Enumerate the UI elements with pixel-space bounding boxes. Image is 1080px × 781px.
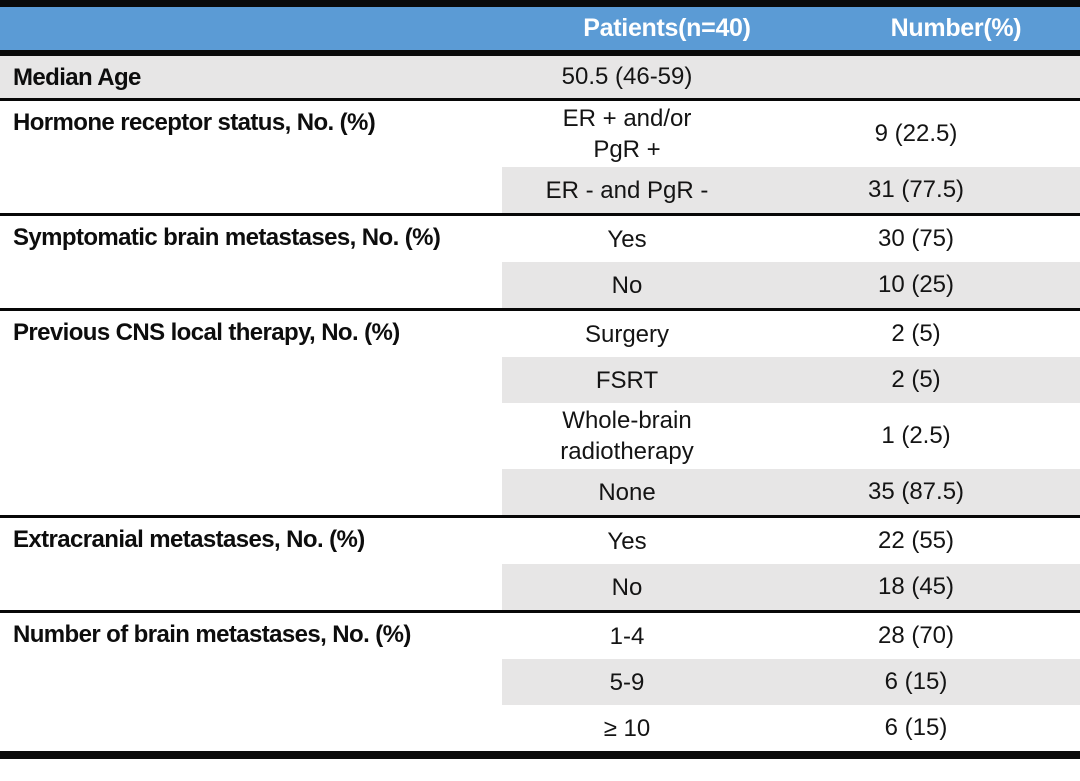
table-section: Extracranial metastases, No. (%) Yes 22 … (0, 518, 1080, 613)
table-section: Previous CNS local therapy, No. (%) Surg… (0, 311, 1080, 518)
header-bottom-border (0, 50, 1080, 56)
patients-cell: Whole-brain radiotherapy (560, 407, 694, 465)
number-cell: 31 (77.5) (867, 176, 965, 203)
patients-cell: 50.5 (46-59) (561, 62, 693, 90)
table-row: FSRT 2 (5) (502, 357, 1080, 403)
number-cell: 35 (87.5) (867, 478, 965, 505)
patients-cell: ER + and/or PgR + (562, 105, 692, 163)
header-number-column: Number(%) (890, 14, 1022, 42)
table-section: Number of brain metastases, No. (%) 1-4 … (0, 613, 1080, 751)
patients-cell: No (611, 271, 643, 299)
patients-cell: ≥ 10 (603, 714, 651, 742)
patients-cell: 5-9 (609, 668, 645, 696)
patients-cell: No (611, 573, 643, 601)
table-row: No 10 (25) (502, 262, 1080, 308)
number-cell: 30 (75) (877, 225, 955, 252)
patients-cell: ER - and PgR - (545, 176, 709, 204)
number-cell: 1 (2.5) (881, 422, 951, 449)
table-row: Yes 30 (75) (502, 216, 1080, 262)
table-row: Whole-brain radiotherapy 1 (2.5) (502, 403, 1080, 469)
table-row: None 35 (87.5) (502, 469, 1080, 515)
section-rows: ER + and/or PgR + 9 (22.5) ER - and PgR … (502, 101, 1080, 213)
section-rows: Yes 30 (75) No 10 (25) (502, 216, 1080, 308)
patients-cell: None (598, 478, 656, 506)
section-rows: Yes 22 (55) No 18 (45) (502, 518, 1080, 610)
number-cell: 10 (25) (877, 271, 955, 298)
number-cell: 9 (22.5) (874, 120, 958, 147)
number-cell: 6 (15) (884, 668, 948, 695)
table-section: Symptomatic brain metastases, No. (%) Ye… (0, 216, 1080, 311)
number-cell: 2 (5) (891, 366, 941, 393)
table-row: No 18 (45) (502, 564, 1080, 610)
section-label: Extracranial metastases, No. (%) (13, 526, 365, 553)
table-row: 5-9 6 (15) (502, 659, 1080, 705)
section-label: Hormone receptor status, No. (%) (13, 109, 376, 136)
table-row: Surgery 2 (5) (502, 311, 1080, 357)
section-label: Previous CNS local therapy, No. (%) (13, 319, 400, 346)
section-rows: Surgery 2 (5) FSRT 2 (5) Whole-brain rad… (502, 311, 1080, 515)
table-row: ER - and PgR - 31 (77.5) (502, 167, 1080, 213)
table-row: Yes 22 (55) (502, 518, 1080, 564)
table-body: Median Age 50.5 (46-59) Hormone receptor… (0, 56, 1080, 751)
patients-cell: Yes (607, 225, 647, 253)
table-top-border (0, 0, 1080, 7)
table-section: Hormone receptor status, No. (%) ER + an… (0, 101, 1080, 216)
section-label: Number of brain metastases, No. (%) (13, 621, 411, 648)
section-label: Symptomatic brain metastases, No. (%) (13, 224, 441, 251)
patients-cell: Surgery (584, 320, 670, 348)
patients-cell: FSRT (595, 366, 659, 394)
table-row: 50.5 (46-59) (502, 56, 1080, 96)
table-header-row: Patients(n=40) Number(%) (0, 7, 1080, 50)
number-cell: 2 (5) (891, 320, 941, 347)
table-section: Median Age 50.5 (46-59) (0, 56, 1080, 101)
section-label: Median Age (13, 64, 141, 91)
table-bottom-border (0, 751, 1080, 759)
patients-cell: Yes (607, 527, 647, 555)
number-cell: 6 (15) (884, 714, 948, 741)
patients-cell: 1-4 (609, 622, 645, 650)
number-cell: 22 (55) (877, 527, 955, 554)
section-rows: 1-4 28 (70) 5-9 6 (15) ≥ 10 6 (15) (502, 613, 1080, 751)
header-patients-column: Patients(n=40) (583, 14, 751, 42)
table-row: ≥ 10 6 (15) (502, 705, 1080, 751)
number-cell: 18 (45) (877, 573, 955, 600)
table-row: ER + and/or PgR + 9 (22.5) (502, 101, 1080, 167)
section-rows: 50.5 (46-59) (502, 56, 1080, 98)
number-cell: 28 (70) (877, 622, 955, 649)
table-row: 1-4 28 (70) (502, 613, 1080, 659)
